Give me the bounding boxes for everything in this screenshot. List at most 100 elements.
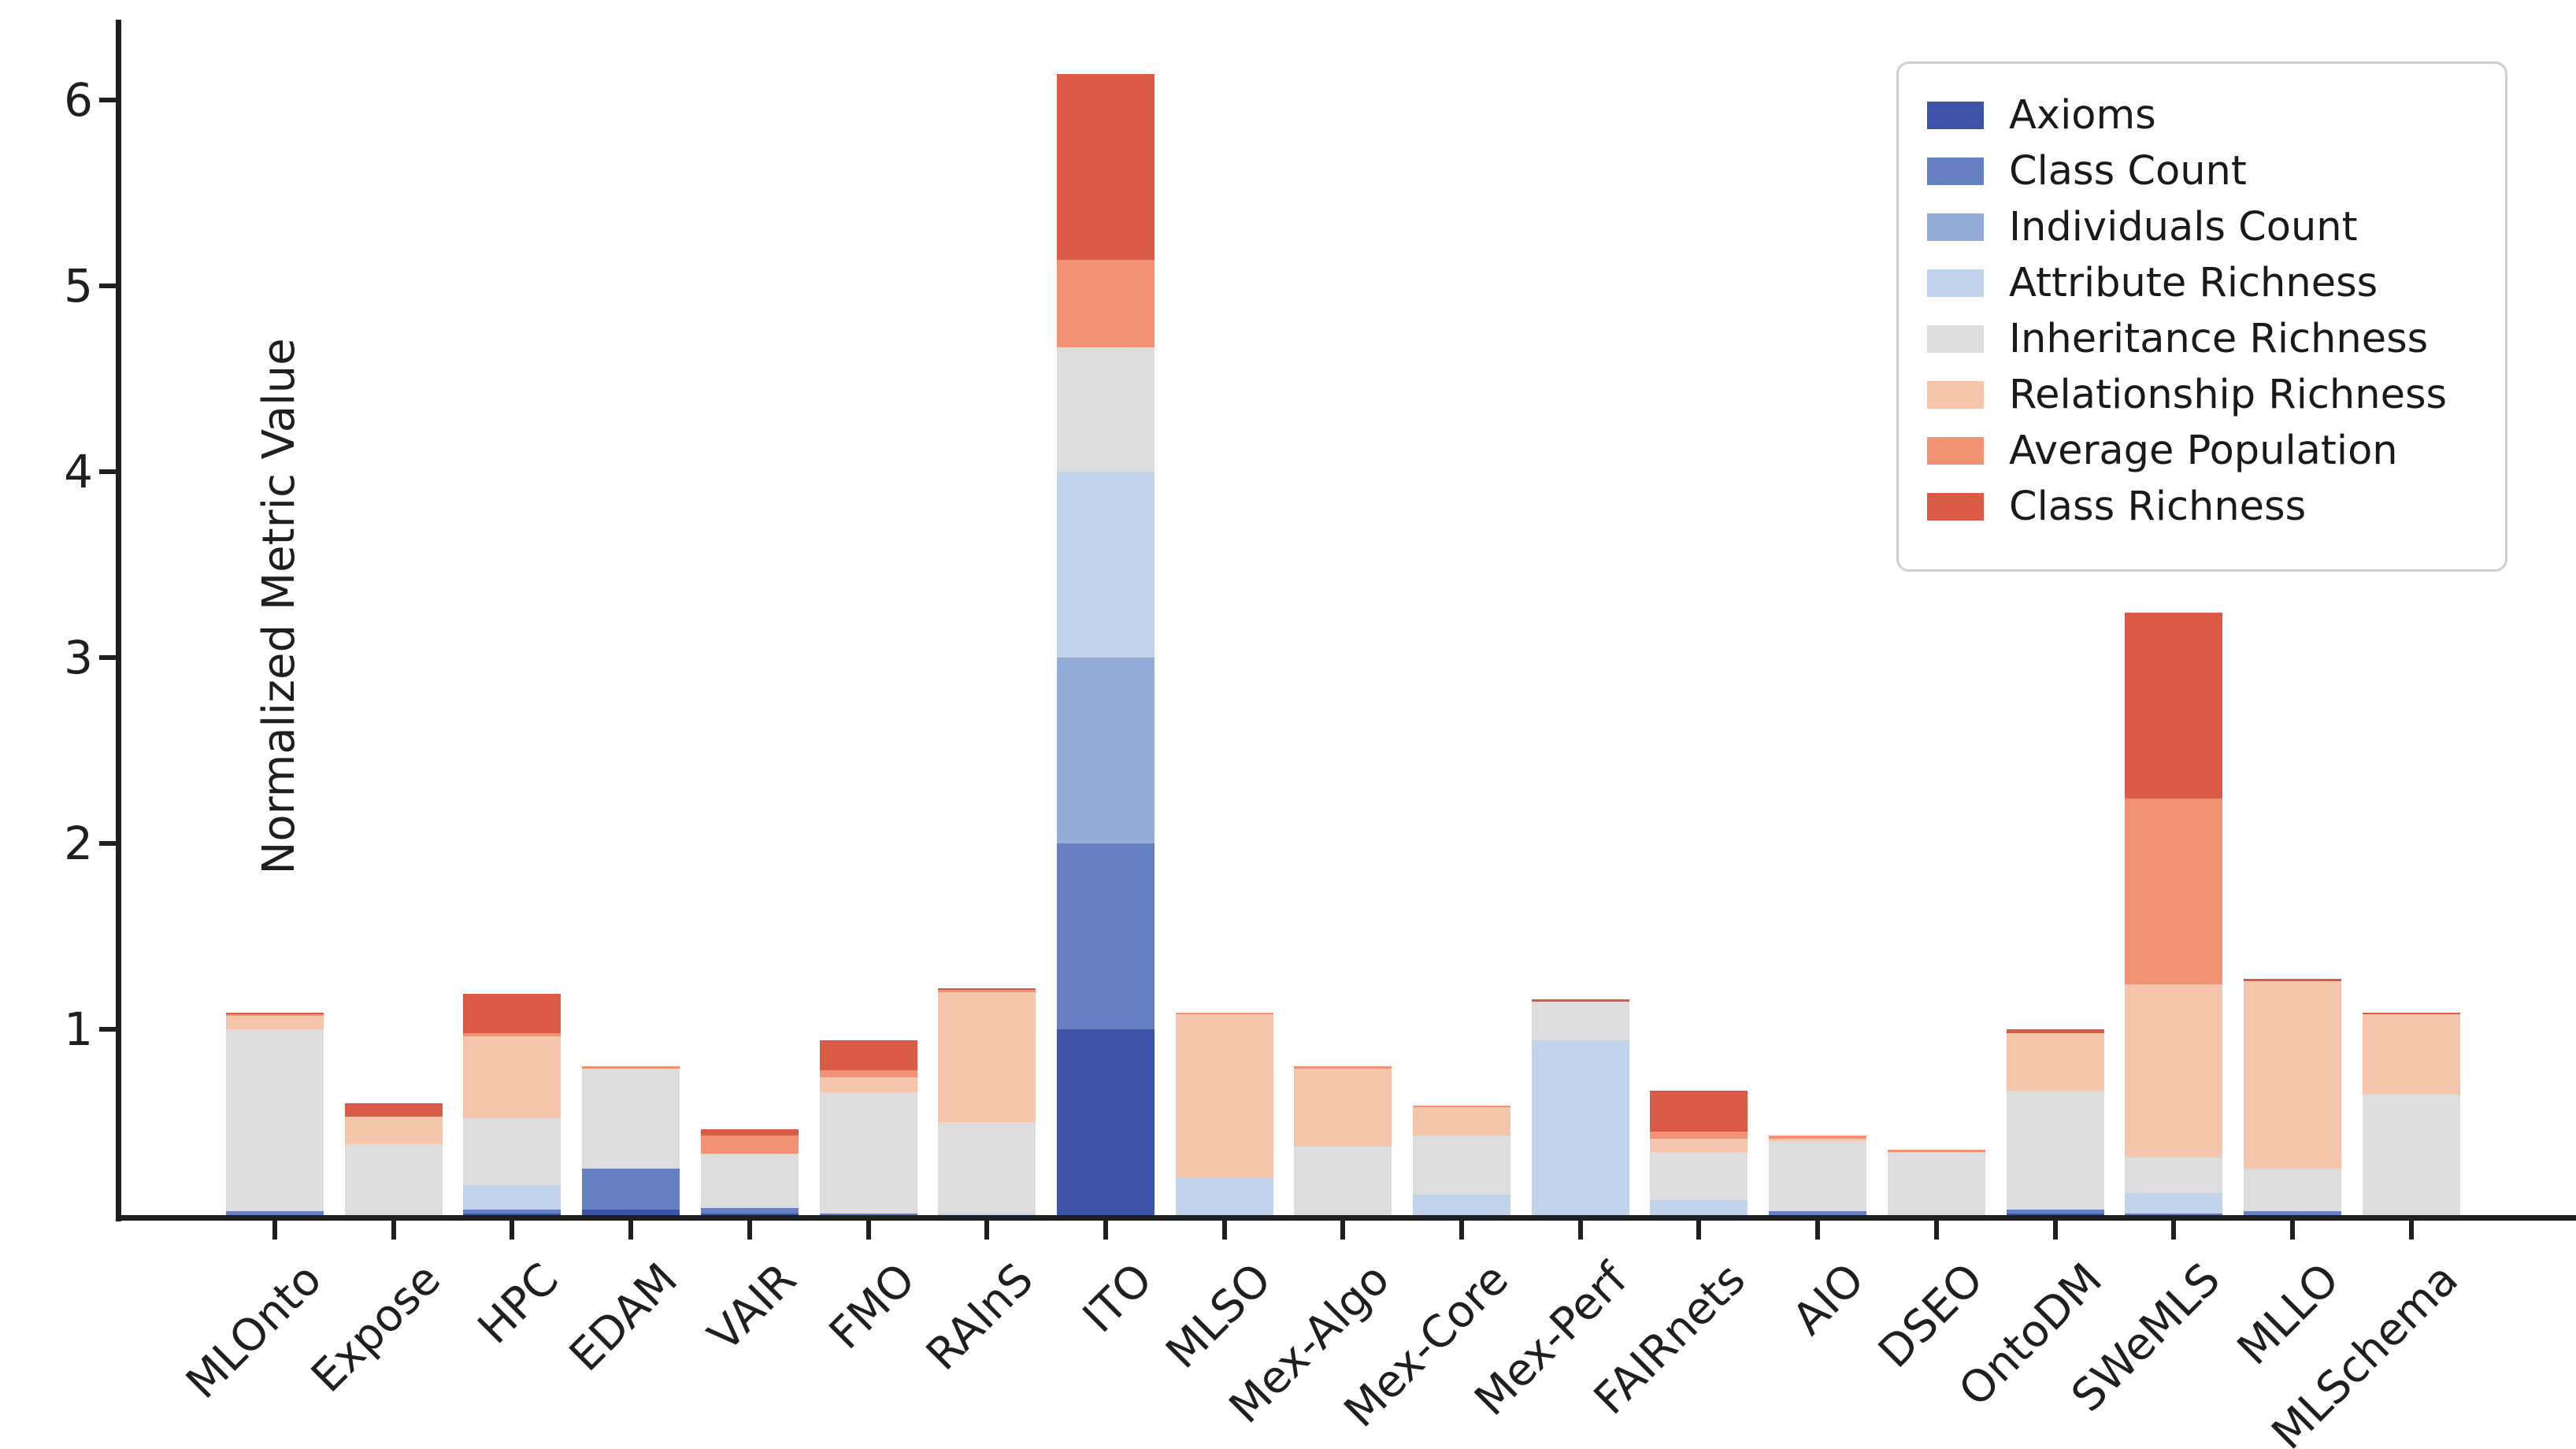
x-tick-label-FMO: FMO — [819, 1254, 925, 1360]
bar-Expose — [344, 0, 443, 1215]
bar-segment — [2125, 799, 2223, 985]
bar-ITO — [1056, 0, 1155, 1215]
bar-segment — [819, 1069, 917, 1078]
bar-segment — [2243, 980, 2341, 1169]
x-tick-mark — [1103, 1221, 1108, 1240]
bar-segment — [938, 991, 1036, 1122]
y-axis-line — [116, 20, 121, 1221]
legend-label: Individuals Count — [2009, 204, 2358, 250]
legend-label: Attribute Richness — [2009, 260, 2378, 306]
legend-item: Class Richness — [1927, 479, 2505, 535]
bar-segment — [1056, 658, 1155, 843]
bar-FMO — [819, 0, 917, 1215]
y-tick-label: 6 — [64, 73, 93, 127]
bar-segment — [463, 1036, 562, 1119]
x-tick-mark — [865, 1221, 871, 1240]
x-tick-mark — [1815, 1221, 1821, 1240]
bar-segment — [463, 1213, 562, 1215]
y-tick-label: 5 — [64, 259, 93, 313]
bar-segment — [2243, 1169, 2341, 1212]
bar-segment — [938, 990, 1036, 992]
legend-item: Class Count — [1927, 143, 2505, 199]
x-tick-mark — [510, 1221, 515, 1240]
bar-segment — [2362, 1014, 2460, 1095]
bar-EDAM — [582, 0, 680, 1215]
bar-SWeMLS — [2125, 0, 2223, 1215]
bar-MLSO — [1175, 0, 1273, 1215]
bar-segment — [582, 1209, 680, 1215]
bar-segment — [344, 1103, 443, 1117]
bar-segment — [2006, 1032, 2104, 1091]
x-tick-mark — [1340, 1221, 1346, 1240]
bar-segment — [819, 1092, 917, 1214]
legend-label: Inheritance Richness — [2009, 316, 2429, 362]
bar-segment — [1887, 1151, 1985, 1215]
x-tick-mark — [1933, 1221, 1939, 1240]
legend-label: Relationship Richness — [2009, 372, 2448, 418]
bar-segment — [463, 1118, 562, 1186]
legend-label: Class Richness — [2009, 484, 2307, 530]
y-tick-label: 4 — [64, 445, 93, 498]
x-tick-mark — [628, 1221, 634, 1240]
bar-segment — [226, 1014, 324, 1017]
bar-segment — [2006, 1090, 2104, 1210]
legend-swatch-icon — [1927, 269, 1984, 297]
x-tick-mark — [2052, 1221, 2058, 1240]
bar-OntoDM — [2006, 0, 2104, 1215]
x-tick-label-RAInS: RAInS — [917, 1254, 1044, 1380]
bar-segment — [1175, 1177, 1273, 1215]
bar-segment — [344, 1144, 443, 1215]
bar-segment — [938, 988, 1036, 991]
bar-segment — [1650, 1090, 1748, 1132]
bar-segment — [1769, 1140, 1867, 1212]
bar-segment — [226, 1029, 324, 1212]
bar-segment — [463, 1032, 562, 1037]
bar-segment — [2125, 1213, 2223, 1215]
y-tick-label: 3 — [64, 631, 93, 684]
bar-RAInS — [938, 0, 1036, 1215]
bar-segment — [700, 1129, 799, 1136]
bar-FAIRnets — [1650, 0, 1748, 1215]
bar-segment — [1531, 1040, 1629, 1215]
bar-segment — [1056, 259, 1155, 347]
bar-segment — [2243, 979, 2341, 981]
bar-segment — [463, 994, 562, 1033]
bar-segment — [2006, 1029, 2104, 1033]
bar-DSEO — [1887, 0, 1985, 1215]
x-axis-line — [116, 1215, 2576, 1221]
x-tick-mark — [391, 1221, 396, 1240]
bar-segment — [1769, 1135, 1867, 1140]
bar-segment — [1056, 843, 1155, 1029]
bar-segment — [1056, 472, 1155, 658]
bar-segment — [700, 1207, 799, 1214]
bar-segment — [1056, 1029, 1155, 1215]
x-tick-label-AIO: AIO — [1783, 1254, 1875, 1345]
legend-swatch-icon — [1927, 213, 1984, 241]
bar-segment — [1650, 1200, 1748, 1215]
bar-segment — [700, 1213, 799, 1215]
bar-segment — [1413, 1105, 1510, 1108]
bar-segment — [463, 1185, 562, 1210]
x-tick-mark — [1221, 1221, 1227, 1240]
bar-segment — [1769, 1139, 1867, 1141]
x-tick-label-HPC: HPC — [469, 1254, 569, 1354]
legend-item: Inheritance Richness — [1927, 311, 2505, 367]
bar-segment — [1294, 1146, 1392, 1215]
legend-label: Axioms — [2009, 92, 2156, 139]
bar-Mex-Core — [1413, 0, 1510, 1215]
bar-MLSchema — [2362, 0, 2460, 1215]
x-tick-mark — [747, 1221, 752, 1240]
legend-item: Relationship Richness — [1927, 367, 2505, 423]
legend-swatch-icon — [1927, 381, 1984, 409]
bar-segment — [1531, 999, 1629, 1002]
y-tick-mark — [99, 284, 117, 288]
bar-segment — [2125, 1157, 2223, 1193]
x-tick-label-ITO: ITO — [1073, 1254, 1162, 1343]
bar-segment — [1531, 1001, 1629, 1041]
bar-segment — [2006, 1209, 2104, 1214]
bar-segment — [1887, 1150, 1985, 1152]
legend: Axioms Class Count Individuals Count Attrib… — [1896, 61, 2507, 572]
x-tick-mark — [272, 1221, 277, 1240]
x-tick-label-MLOnto: MLOnto — [176, 1254, 332, 1409]
